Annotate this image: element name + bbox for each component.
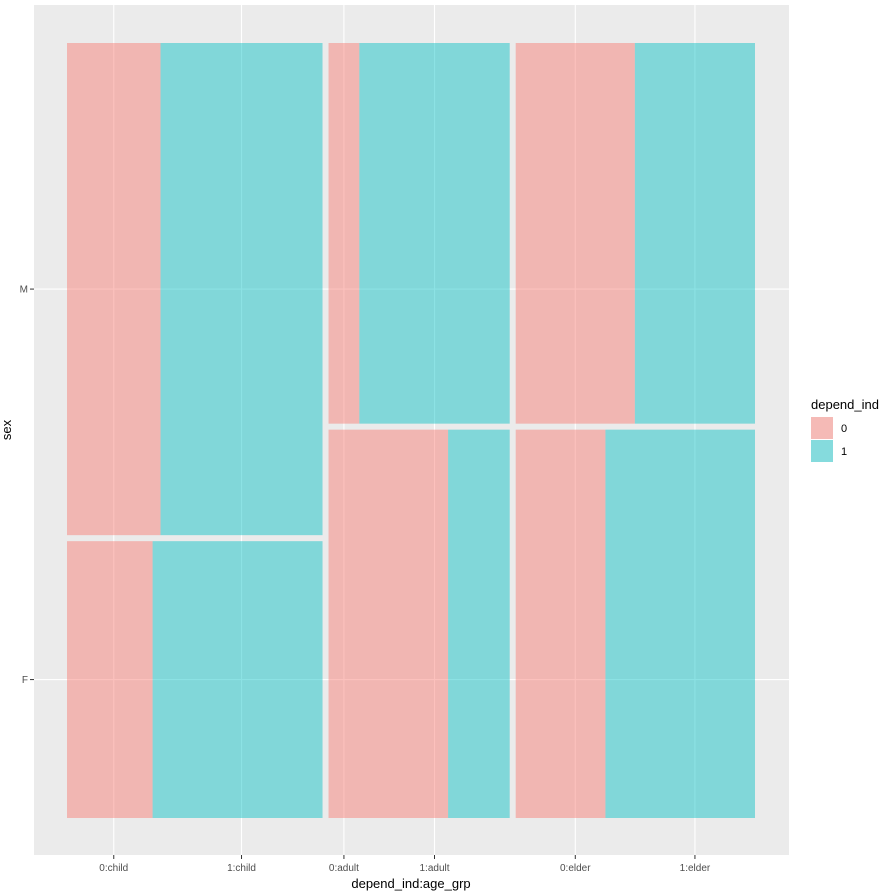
tile-elder-m-depend-0 (515, 43, 635, 424)
tile-adult-f-depend-1 (448, 429, 510, 818)
legend: depend_ind 0 1 (811, 397, 879, 462)
tile-adult-m-depend-1 (359, 43, 510, 424)
y-axis-title: sex (0, 419, 14, 440)
legend-key-1 (811, 440, 833, 462)
grid-lines (34, 5, 789, 855)
x-tick-label-6: 1:elder (680, 863, 711, 874)
x-tick-label-1: 0:child (99, 863, 128, 874)
legend-key-bg-0 (811, 417, 833, 439)
tile-elder-f-depend-0 (515, 429, 606, 818)
panel-background (34, 5, 789, 855)
tile-child-f-depend-1 (152, 541, 323, 818)
tile-child-m-depend-0 (67, 43, 161, 536)
x-tick-label-2: 1:child (227, 863, 256, 874)
tile-elder-m-depend-1 (634, 43, 755, 424)
legend-title: depend_ind (811, 397, 879, 412)
x-tick-label-5: 0:elder (560, 863, 591, 874)
legend-key-0 (811, 417, 833, 439)
tile-elder-f-depend-1 (605, 429, 755, 818)
tile-child-f-depend-0 (67, 541, 153, 818)
tile-adult-f-depend-0 (328, 429, 449, 818)
x-tick-label-3: 0:adult (329, 863, 359, 874)
tile-adult-m-depend-0 (328, 43, 360, 424)
y-axis: MF (20, 285, 34, 686)
mosaic-tiles (67, 43, 755, 818)
x-axis: 0:child 1:child 0:adult 1:adult 0:elder 1:eld… (99, 855, 711, 874)
x-axis-title: depend_ind:age_grp (351, 876, 470, 891)
x-tick-label-4: 1:adult (419, 863, 449, 874)
tile-child-m-depend-1 (160, 43, 323, 536)
y-tick-label-m: M (20, 285, 28, 296)
y-tick-label-f: F (22, 675, 28, 686)
legend-key-bg-1 (811, 440, 833, 462)
legend-label-0: 0 (841, 423, 847, 435)
legend-label-1: 1 (841, 446, 847, 458)
